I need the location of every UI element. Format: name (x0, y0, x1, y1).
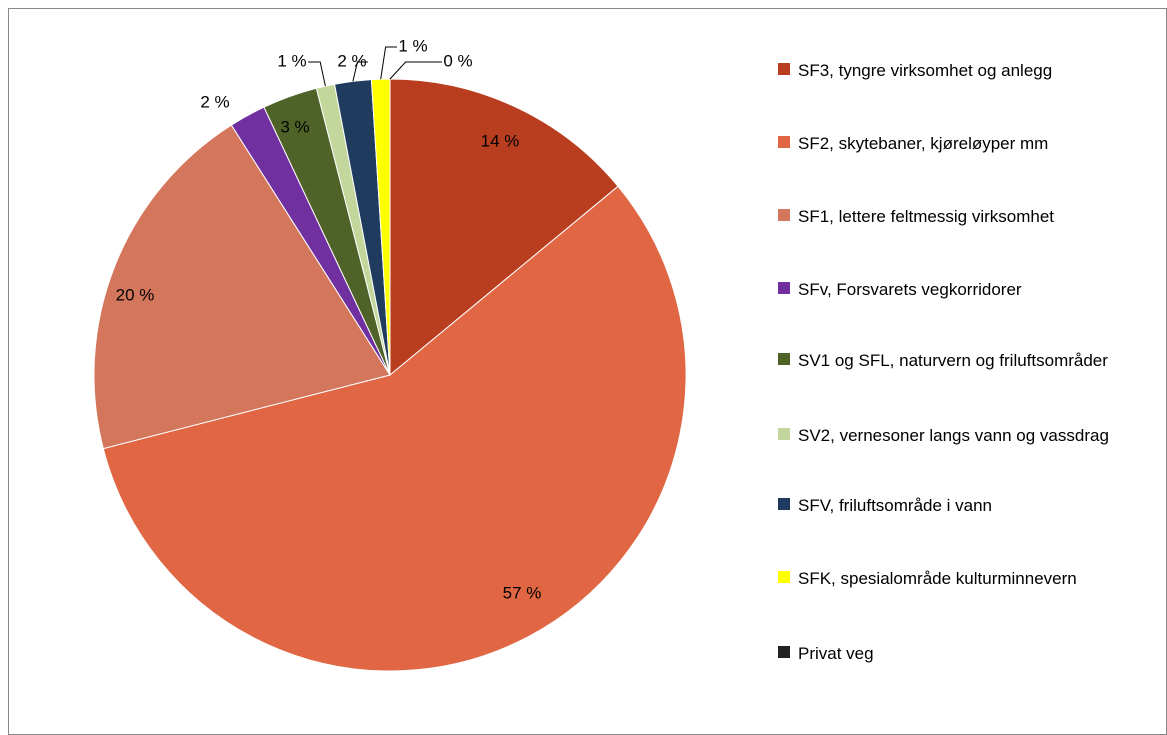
legend-entry: SV2, vernesoner langs vann og vassdrag (778, 423, 1148, 448)
legend-label: SV2, vernesoner langs vann og vassdrag (798, 426, 1109, 445)
pie-slice (389, 78, 619, 377)
legend-swatch (778, 571, 790, 583)
legend-entry: Privat veg (778, 641, 1148, 666)
leader-line (308, 61, 326, 87)
legend-label: SF3, tyngre virksomhet og anlegg (798, 61, 1053, 80)
pie-slice (93, 124, 391, 450)
data-label: 57 % (503, 583, 542, 602)
legend-swatch (778, 282, 790, 294)
legend-label: Privat veg (798, 644, 874, 663)
legend-label: SFK, spesialområde kulturminnevern (798, 569, 1077, 588)
data-label: 14 % (481, 131, 520, 150)
data-label: 20 % (116, 285, 155, 304)
legend-label: SV1 og SFL, naturvern og friluftsområder (798, 351, 1108, 370)
legend-entry: SF1, lettere feltmessig virksomhet (778, 204, 1148, 229)
data-label: 1 % (277, 51, 306, 70)
data-label: 1 % (398, 36, 427, 55)
legend-entry: SV1 og SFL, naturvern og friluftsområder (778, 348, 1148, 373)
legend-label: SFv, Forsvarets vegkorridorer (798, 280, 1022, 299)
legend-label: SFV, friluftsområde i vann (798, 496, 993, 515)
legend-swatch (778, 498, 790, 510)
pie-slice (102, 185, 687, 672)
legend-label: SF2, skytebaner, kjøreløyper mm (798, 134, 1049, 153)
leader-line (352, 61, 368, 82)
data-label: 2 % (200, 92, 229, 111)
leader-line (380, 46, 397, 80)
legend-entry: SF3, tyngre virksomhet og anlegg (778, 58, 1148, 83)
legend-label: SF1, lettere feltmessig virksomhet (798, 207, 1055, 226)
leader-line (389, 61, 442, 80)
legend-swatch (778, 136, 790, 148)
legend-swatch (778, 63, 790, 75)
legend-entry: SFV, friluftsområde i vann (778, 493, 1148, 518)
data-label: 0 % (443, 51, 472, 70)
legend-swatch (778, 209, 790, 221)
data-label: 3 % (280, 117, 309, 136)
legend-swatch (778, 646, 790, 658)
legend-entry: SFK, spesialområde kulturminnevern (778, 566, 1148, 591)
legend-swatch (778, 353, 790, 365)
legend-entry: SFv, Forsvarets vegkorridorer (778, 277, 1148, 302)
data-label: 2 % (337, 51, 366, 70)
legend-swatch (778, 428, 790, 440)
legend-entry: SF2, skytebaner, kjøreløyper mm (778, 131, 1148, 156)
